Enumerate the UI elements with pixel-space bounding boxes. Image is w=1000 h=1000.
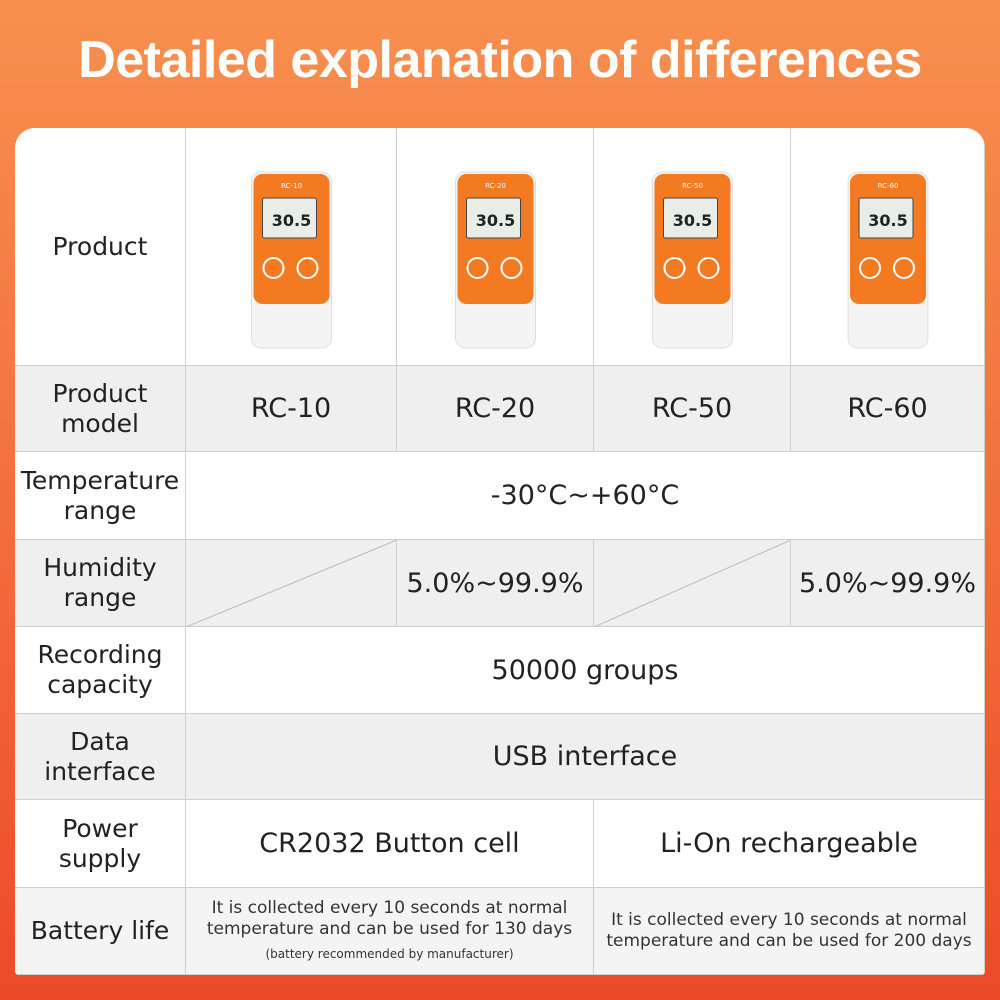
value-cell: RC-10 bbox=[186, 366, 397, 452]
row-label: Battery life bbox=[15, 888, 186, 975]
button bbox=[296, 257, 319, 279]
lcd bbox=[858, 197, 914, 239]
button bbox=[466, 257, 489, 279]
product-cell: RC-20 30.5 bbox=[397, 128, 594, 366]
device: RC-60 30.5 bbox=[847, 171, 929, 349]
button bbox=[893, 257, 915, 279]
diagonal bbox=[186, 540, 397, 627]
device-label: RC-50 bbox=[682, 182, 703, 190]
value-cell: RC-60 bbox=[791, 366, 985, 452]
row-label: Data interface bbox=[15, 714, 186, 800]
device-reading: 30.5 bbox=[476, 211, 515, 230]
button bbox=[697, 257, 720, 279]
device-body: RC-10 30.5 bbox=[251, 171, 332, 349]
value-cell: 5.0%~99.9% bbox=[397, 540, 594, 627]
row-label: Recording capacity bbox=[15, 627, 186, 714]
button bbox=[663, 257, 686, 279]
row-label: Power supply bbox=[15, 800, 186, 888]
lcd bbox=[262, 197, 317, 239]
value-cell: RC-50 bbox=[594, 366, 791, 452]
button bbox=[500, 257, 523, 279]
battery-text: It is collected every 10 seconds at norm… bbox=[206, 897, 573, 939]
front bbox=[654, 174, 731, 304]
value-cell: 5.0%~99.9% bbox=[791, 540, 985, 627]
empty-cell bbox=[594, 540, 791, 627]
device: RC-50 30.5 bbox=[652, 171, 733, 349]
value-cell: RC-20 bbox=[397, 366, 594, 452]
device-reading: 30.5 bbox=[272, 211, 311, 230]
device-label: RC-20 bbox=[485, 182, 506, 190]
product-cell: RC-10 30.5 bbox=[186, 128, 397, 366]
row-label: Product bbox=[15, 128, 186, 366]
battery-cell: It is collected every 10 seconds at norm… bbox=[594, 888, 985, 975]
diagonal bbox=[594, 540, 791, 627]
lcd bbox=[466, 197, 521, 239]
value-cell: CR2032 Button cell bbox=[186, 800, 594, 888]
table: Product RC-10 30.5 RC-20 30.5 RC-50 30.5 RC-60 3… bbox=[15, 128, 985, 975]
device-reading: 30.5 bbox=[673, 211, 712, 230]
device-body: RC-20 30.5 bbox=[455, 171, 536, 349]
row-label: Temperature range bbox=[15, 452, 186, 540]
battery-cell: It is collected every 10 seconds at norm… bbox=[186, 888, 594, 975]
battery-text: It is collected every 10 seconds at norm… bbox=[606, 910, 972, 951]
value-cell: -30°C~+60°C bbox=[186, 452, 985, 540]
button bbox=[859, 257, 881, 279]
product-cell: RC-50 30.5 bbox=[594, 128, 791, 366]
row-label: Product model bbox=[15, 366, 186, 452]
title: Detailed explanation of differences bbox=[78, 31, 922, 89]
battery-note: (battery recommended by manufacturer) bbox=[265, 946, 514, 961]
row-label: Humidity range bbox=[15, 540, 186, 627]
front bbox=[850, 174, 926, 304]
device-label: RC-10 bbox=[281, 182, 302, 190]
device-body: RC-50 30.5 bbox=[652, 171, 733, 349]
empty-cell bbox=[186, 540, 397, 627]
device-label: RC-60 bbox=[878, 182, 899, 190]
device-body: RC-60 30.5 bbox=[847, 171, 929, 349]
device-reading: 30.5 bbox=[868, 211, 907, 230]
diagonal-line bbox=[186, 540, 397, 627]
value-cell: Li-On rechargeable bbox=[594, 800, 985, 888]
device: RC-20 30.5 bbox=[455, 171, 536, 349]
product-cell: RC-60 30.5 bbox=[791, 128, 985, 366]
device: RC-10 30.5 bbox=[251, 171, 332, 349]
lcd bbox=[663, 197, 718, 239]
front bbox=[457, 174, 534, 304]
value-cell: USB interface bbox=[186, 714, 985, 800]
button bbox=[262, 257, 285, 279]
diagonal-line bbox=[594, 540, 791, 627]
value-cell: 50000 groups bbox=[186, 627, 985, 714]
front bbox=[253, 174, 330, 304]
